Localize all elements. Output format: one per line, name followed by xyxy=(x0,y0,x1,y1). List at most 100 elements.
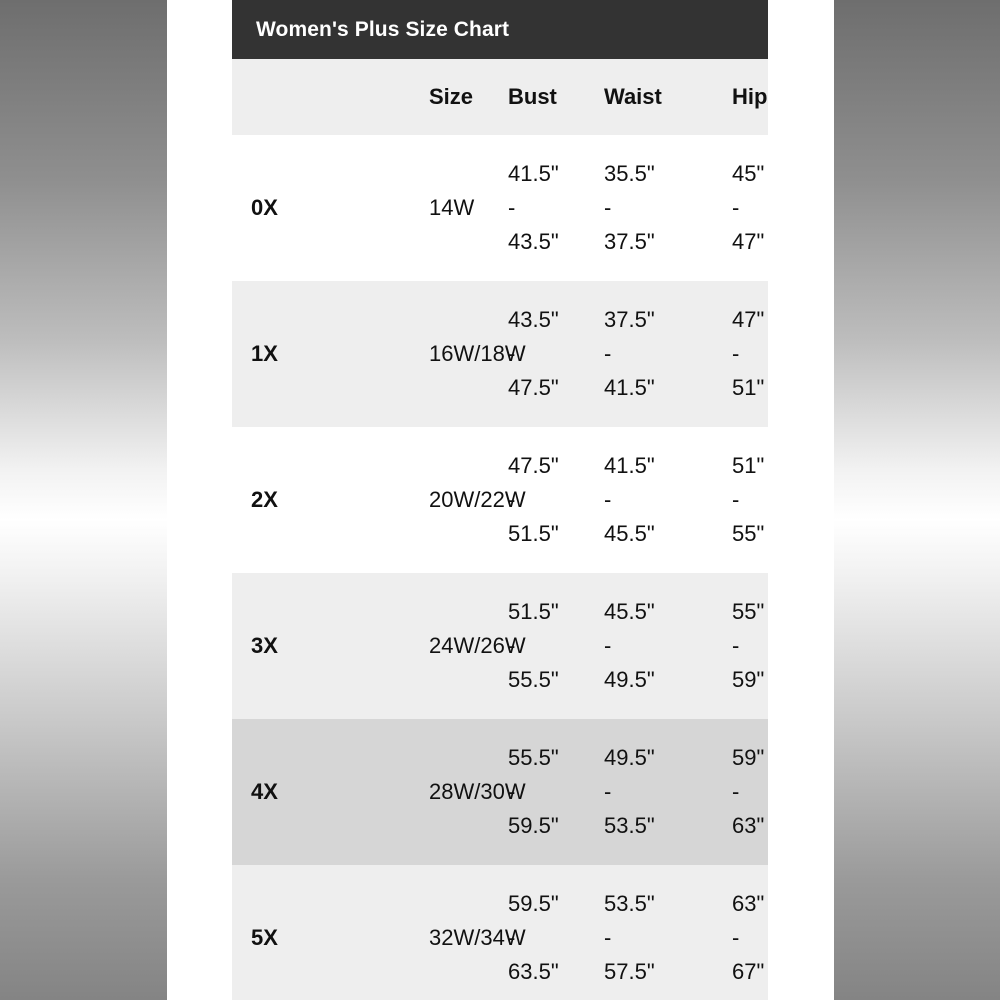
cell-bust-range: 51.5" - 55.5" xyxy=(494,573,598,719)
column-header-hip[interactable]: Hip xyxy=(714,59,768,135)
range-min: 59" xyxy=(732,745,765,770)
range-min: 43.5" xyxy=(508,307,559,332)
range-max: 41.5" xyxy=(604,375,655,400)
cell-bust-range: 47.5" - 51.5" xyxy=(494,427,598,573)
range-max: 53.5" xyxy=(604,813,655,838)
table-row[interactable]: 0X 14W 41.5" - 43.5" 35.5" - 37.5" 45" -… xyxy=(232,135,768,281)
table-body: 0X 14W 41.5" - 43.5" 35.5" - 37.5" 45" -… xyxy=(232,135,768,1000)
table-row[interactable]: 3X 24W/26W 51.5" - 55.5" 45.5" - 49.5" 5… xyxy=(232,573,768,719)
range-dash: - xyxy=(604,779,612,804)
cell-waist-range: 35.5" - 37.5" xyxy=(598,135,714,281)
cell-hip-range: 45" - 47" xyxy=(714,135,768,281)
range-min: 51.5" xyxy=(508,599,559,624)
range-dash: - xyxy=(604,633,612,658)
range-dash: - xyxy=(604,487,612,512)
column-header-bust[interactable]: Bust xyxy=(494,59,598,135)
cell-hip-range: 55" - 59" xyxy=(714,573,768,719)
range-dash: - xyxy=(508,925,516,950)
range-min: 47.5" xyxy=(508,453,559,478)
range-min: 63" xyxy=(732,891,765,916)
range-min: 59.5" xyxy=(508,891,559,916)
cell-hip-range: 51" - 55" xyxy=(714,427,768,573)
range-max: 63" xyxy=(732,813,765,838)
range-dash: - xyxy=(508,487,516,512)
range-max: 55.5" xyxy=(508,667,559,692)
range-dash: - xyxy=(508,341,516,366)
range-dash: - xyxy=(732,925,740,950)
size-chart-table: Women's Plus Size Chart Size Bust Waist … xyxy=(232,0,768,1000)
range-dash: - xyxy=(604,925,612,950)
range-max: 47" xyxy=(732,229,765,254)
range-dash: - xyxy=(732,487,740,512)
range-min: 49.5" xyxy=(604,745,655,770)
cell-hip-range: 47" - 51" xyxy=(714,281,768,427)
cell-size-code: 4X xyxy=(251,779,278,804)
range-dash: - xyxy=(732,195,740,220)
cell-bust-range: 59.5" - 63.5" xyxy=(494,865,598,1000)
column-header-waist[interactable]: Waist xyxy=(598,59,714,135)
cell-size-code: 3X xyxy=(251,633,278,658)
range-dash: - xyxy=(732,341,740,366)
range-dash: - xyxy=(732,779,740,804)
range-max: 55" xyxy=(732,521,765,546)
cell-waist-range: 45.5" - 49.5" xyxy=(598,573,714,719)
cell-waist-range: 37.5" - 41.5" xyxy=(598,281,714,427)
cell-bust-range: 41.5" - 43.5" xyxy=(494,135,598,281)
range-max: 51.5" xyxy=(508,521,559,546)
cell-size-code: 0X xyxy=(251,195,278,220)
cell-size-code: 1X xyxy=(251,341,278,366)
range-min: 41.5" xyxy=(604,453,655,478)
range-min: 45" xyxy=(732,161,765,186)
cell-waist-range: 49.5" - 53.5" xyxy=(598,719,714,865)
cell-numeric-size: 32W/34W xyxy=(429,925,526,950)
cell-numeric-size: 14W xyxy=(429,195,475,220)
range-max: 67" xyxy=(732,959,765,984)
table-row[interactable]: 4X 28W/30W 55.5" - 59.5" 49.5" - 53.5" 5… xyxy=(232,719,768,865)
cell-bust-range: 43.5" - 47.5" xyxy=(494,281,598,427)
column-header-code[interactable] xyxy=(232,59,328,135)
range-min: 55.5" xyxy=(508,745,559,770)
range-dash: - xyxy=(604,195,612,220)
cell-bust-range: 55.5" - 59.5" xyxy=(494,719,598,865)
cell-size-code: 5X xyxy=(251,925,278,950)
range-max: 45.5" xyxy=(604,521,655,546)
range-min: 35.5" xyxy=(604,161,655,186)
cell-size-code: 2X xyxy=(251,487,278,512)
content-sheet xyxy=(167,0,834,1000)
range-max: 37.5" xyxy=(604,229,655,254)
range-dash: - xyxy=(732,633,740,658)
range-min: 55" xyxy=(732,599,765,624)
cell-waist-range: 41.5" - 45.5" xyxy=(598,427,714,573)
range-max: 57.5" xyxy=(604,959,655,984)
range-max: 59.5" xyxy=(508,813,559,838)
range-min: 41.5" xyxy=(508,161,559,186)
range-min: 47" xyxy=(732,307,765,332)
table-row[interactable]: 5X 32W/34W 59.5" - 63.5" 53.5" - 57.5" 6… xyxy=(232,865,768,1000)
range-min: 51" xyxy=(732,453,765,478)
range-dash: - xyxy=(604,341,612,366)
cell-numeric-size: 24W/26W xyxy=(429,633,526,658)
header-row: Size Bust Waist Hip xyxy=(232,59,768,135)
cell-hip-range: 63" - 67" xyxy=(714,865,768,1000)
range-max: 51" xyxy=(732,375,765,400)
range-max: 49.5" xyxy=(604,667,655,692)
range-min: 45.5" xyxy=(604,599,655,624)
cell-waist-range: 53.5" - 57.5" xyxy=(598,865,714,1000)
range-max: 59" xyxy=(732,667,765,692)
column-header-size[interactable]: Size xyxy=(328,59,494,135)
chart-title: Women's Plus Size Chart xyxy=(232,0,768,59)
range-min: 53.5" xyxy=(604,891,655,916)
range-max: 43.5" xyxy=(508,229,559,254)
range-dash: - xyxy=(508,633,516,658)
table-row[interactable]: 1X 16W/18W 43.5" - 47.5" 37.5" - 41.5" 4… xyxy=(232,281,768,427)
cell-hip-range: 59" - 63" xyxy=(714,719,768,865)
range-dash: - xyxy=(508,195,516,220)
table-row[interactable]: 2X 20W/22W 47.5" - 51.5" 41.5" - 45.5" 5… xyxy=(232,427,768,573)
cell-numeric-size: 16W/18W xyxy=(429,341,526,366)
table-header: Size Bust Waist Hip xyxy=(232,59,768,135)
range-max: 63.5" xyxy=(508,959,559,984)
cell-numeric-size: 28W/30W xyxy=(429,779,526,804)
range-dash: - xyxy=(508,779,516,804)
cell-numeric-size: 20W/22W xyxy=(429,487,526,512)
range-max: 47.5" xyxy=(508,375,559,400)
